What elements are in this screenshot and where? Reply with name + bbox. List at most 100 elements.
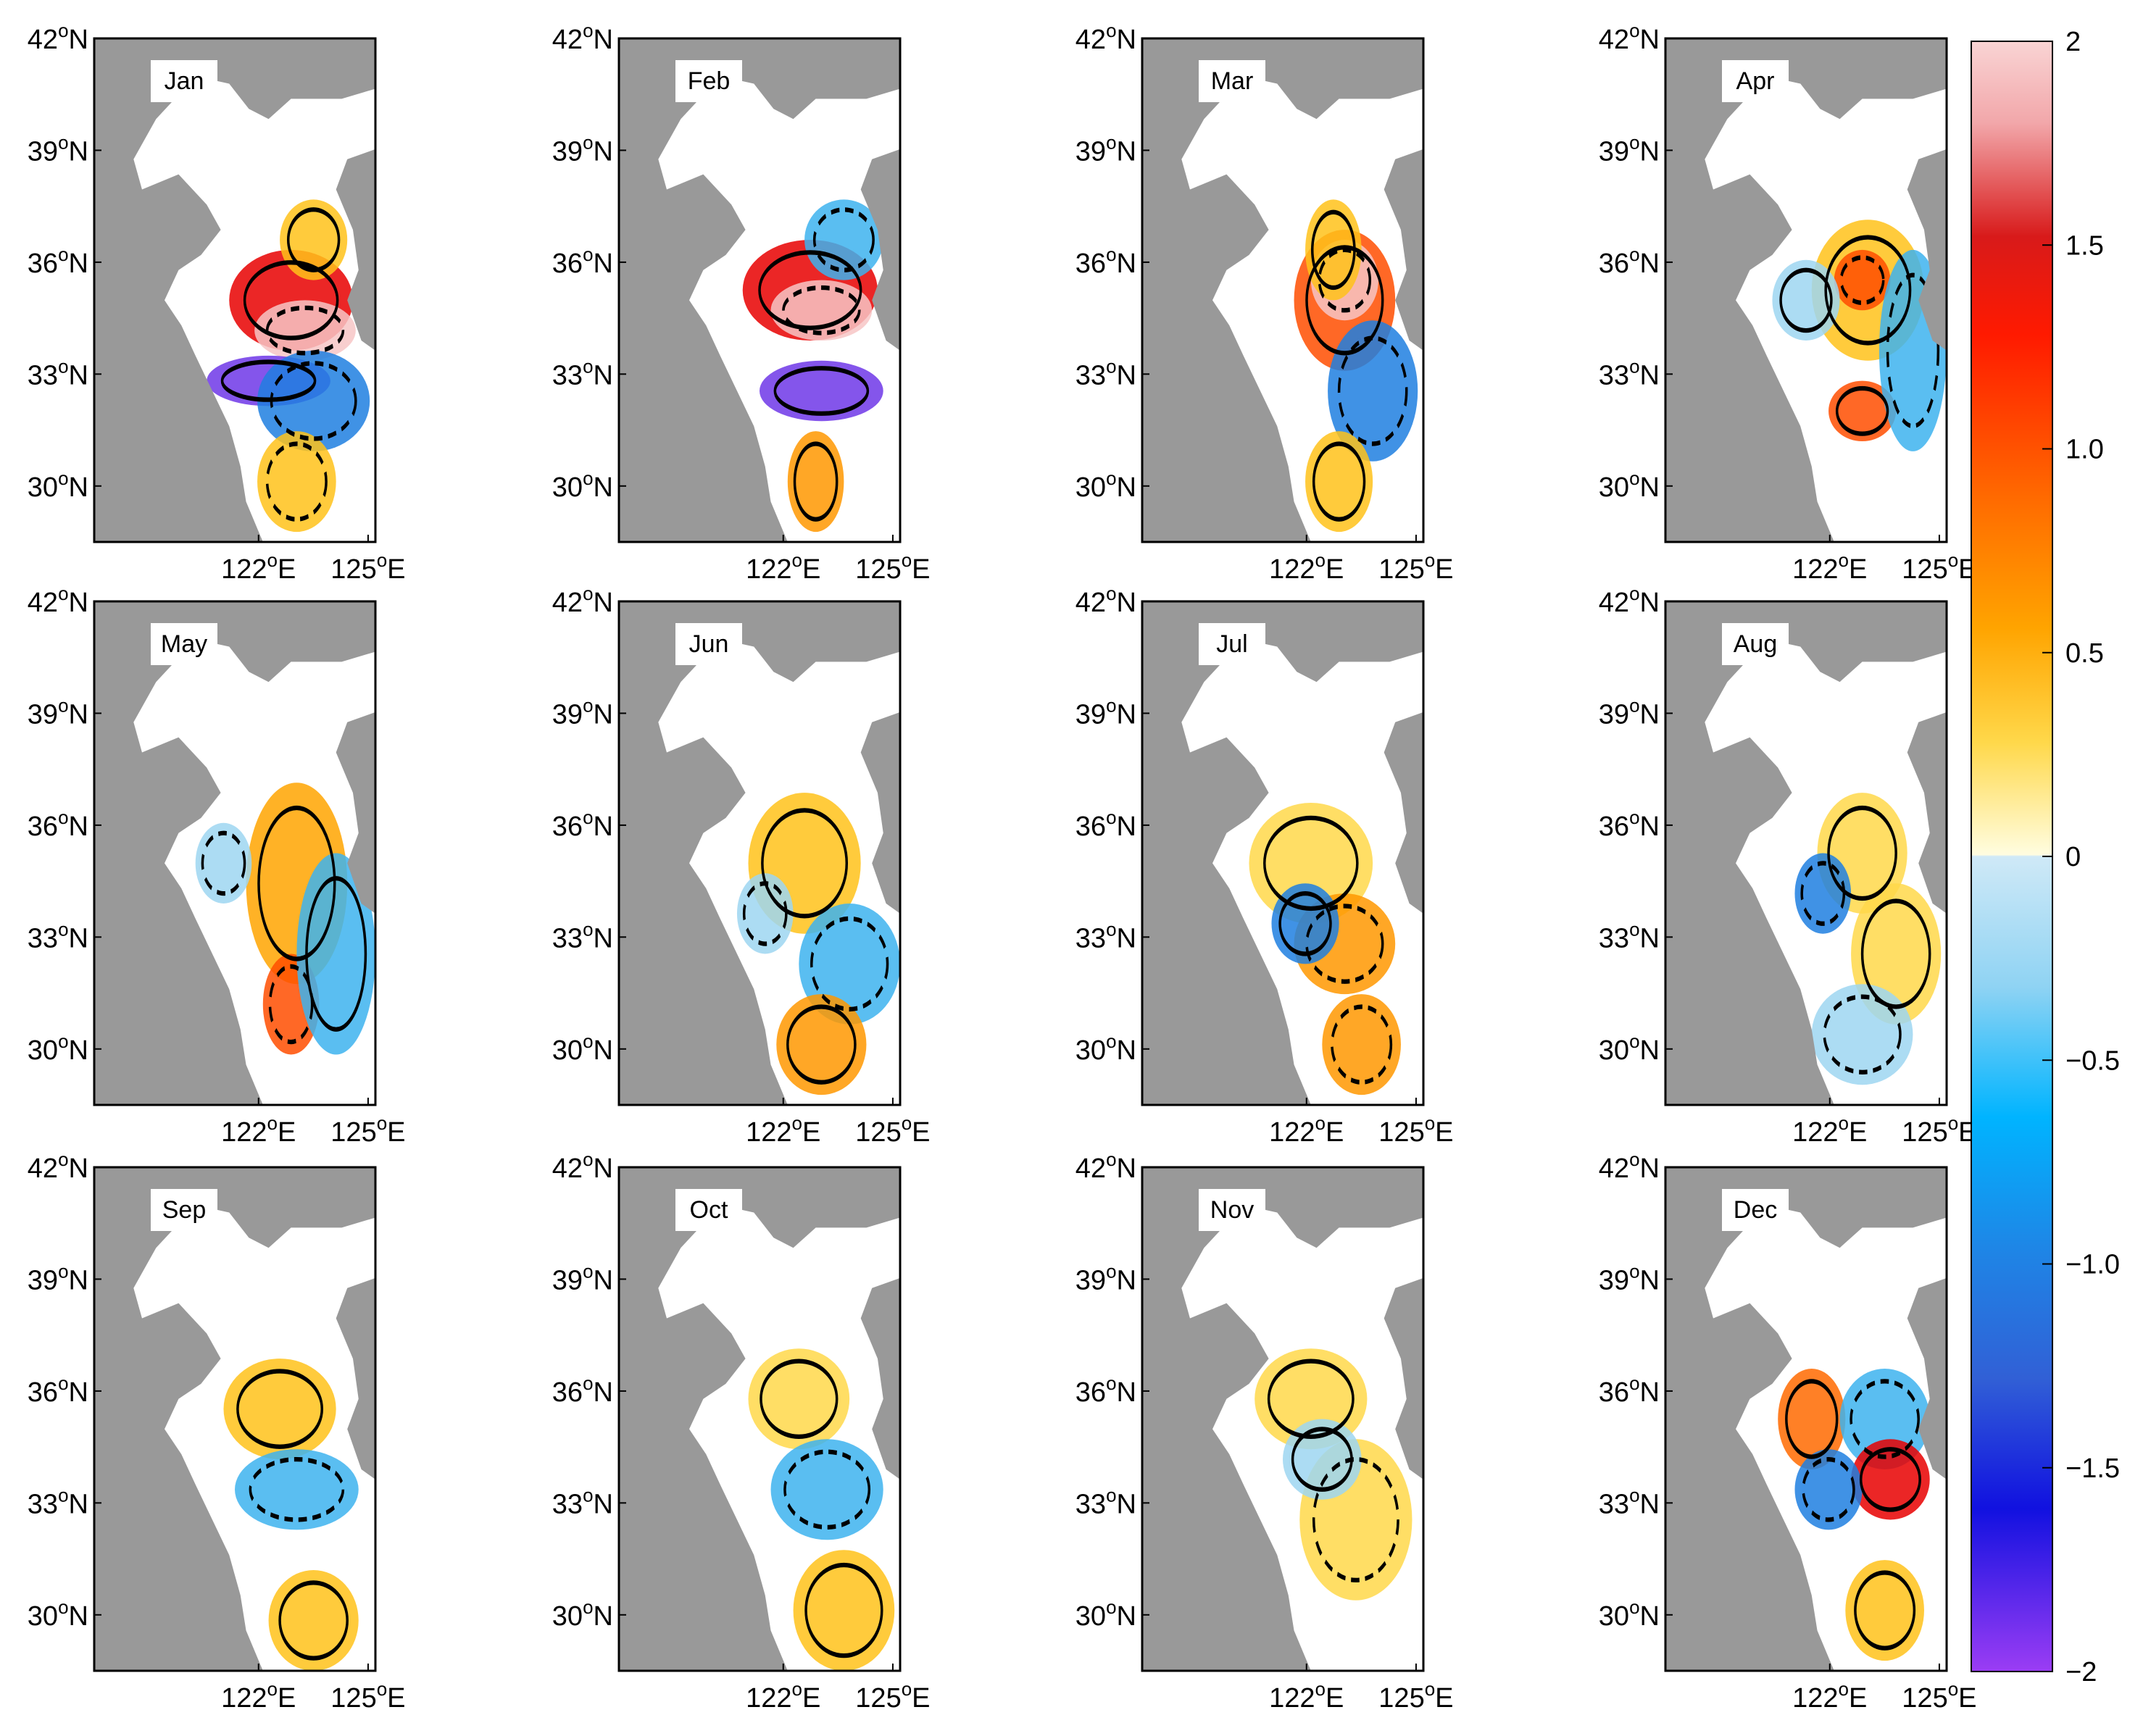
contour-line bbox=[270, 361, 357, 441]
contour-line bbox=[265, 441, 328, 522]
land-peninsula bbox=[1907, 711, 1947, 914]
lat-tick-label: 42oN bbox=[1076, 20, 1136, 55]
lat-tick-label: 33oN bbox=[552, 1484, 613, 1519]
land-peninsula bbox=[1384, 149, 1423, 351]
lat-tick-label: 42oN bbox=[28, 1148, 88, 1184]
map-panel-feb: Feb 42oN 39oN 36oN 33oN 30oN 122oE 125oE bbox=[552, 20, 931, 585]
contour-line bbox=[257, 805, 336, 961]
lat-tick-label: 39oN bbox=[1599, 1260, 1660, 1295]
anomaly-field bbox=[1249, 803, 1401, 1096]
colorbar-tick-label: −1.0 bbox=[2065, 1250, 2120, 1280]
panel-frame bbox=[617, 1166, 902, 1672]
month-label-box bbox=[1199, 60, 1265, 102]
lat-tick-label: 33oN bbox=[552, 355, 613, 391]
land-mainland bbox=[1665, 1167, 1947, 1671]
contour-line bbox=[1779, 267, 1833, 333]
lon-tick-label: 122oE bbox=[1792, 549, 1867, 585]
contour-line bbox=[761, 808, 849, 919]
month-label-box bbox=[1199, 623, 1265, 665]
panel-frame bbox=[1141, 1166, 1425, 1672]
lat-tick-label: 30oN bbox=[1599, 1030, 1660, 1066]
lat-tick-label: 30oN bbox=[1599, 1596, 1660, 1632]
month-label: Feb bbox=[688, 67, 731, 95]
map-panel-dec: Dec 42oN 39oN 36oN 33oN 30oN 122oE 125oE bbox=[1599, 1148, 1977, 1714]
lat-tick-label: 42oN bbox=[1076, 583, 1136, 618]
contour-line bbox=[760, 1359, 839, 1439]
map-panel-apr: Apr 42oN 39oN 36oN 33oN 30oN 122oE 125oE bbox=[1599, 20, 1977, 585]
contour-line bbox=[305, 876, 367, 1032]
land-mainland bbox=[1665, 601, 1947, 1105]
lat-tick-label: 30oN bbox=[552, 1030, 613, 1066]
lat-tick-label: 36oN bbox=[1076, 1372, 1136, 1408]
land-peninsula bbox=[336, 1277, 375, 1480]
contour-line bbox=[1267, 1359, 1355, 1439]
lat-tick-label: 33oN bbox=[1076, 918, 1136, 953]
anomaly-patch bbox=[1322, 994, 1401, 1096]
anomaly-patch bbox=[257, 350, 370, 451]
colorbar: 2 1.5 1.0 0.5 0 −1.0 −1.5 −2 −0.5 bbox=[1971, 27, 2120, 1687]
map-panels: Jan 42oN 39oN 36oN 33oN 30oN 122oE 125oE Feb 42oN… bbox=[28, 20, 1977, 1714]
lat-tick-label: 33oN bbox=[1599, 918, 1660, 953]
contour-line bbox=[1854, 1570, 1916, 1651]
lat-tick-label: 30oN bbox=[552, 1596, 613, 1632]
contour-line bbox=[278, 1580, 349, 1661]
contour-line bbox=[286, 207, 341, 272]
lat-tick-label: 36oN bbox=[28, 806, 88, 842]
month-label-box bbox=[1199, 1189, 1265, 1231]
map-panel-aug: Aug 42oN 39oN 36oN 33oN 30oN 122oE 125oE bbox=[1599, 583, 1977, 1148]
panel-frame bbox=[1141, 600, 1425, 1106]
month-label-box bbox=[675, 1189, 742, 1231]
lat-tick-label: 39oN bbox=[28, 694, 88, 730]
month-label-box bbox=[675, 60, 742, 102]
lat-tick-label: 42oN bbox=[552, 583, 613, 618]
month-label-box bbox=[1722, 623, 1789, 665]
month-label-box bbox=[151, 1189, 217, 1231]
anomaly-patch bbox=[257, 431, 336, 533]
contour-line bbox=[1800, 861, 1846, 926]
lon-tick-label: 122oE bbox=[221, 1112, 296, 1148]
lon-tick-label: 125oE bbox=[330, 1112, 405, 1148]
lat-tick-label: 36oN bbox=[1599, 1372, 1660, 1408]
contour-line bbox=[1785, 1379, 1839, 1459]
colorbar-tick-label: 2 bbox=[2065, 27, 2081, 57]
anomaly-field bbox=[1294, 199, 1418, 533]
month-label-box bbox=[151, 60, 217, 102]
lon-tick-label: 122oE bbox=[746, 1678, 820, 1714]
lat-tick-label: 36oN bbox=[1599, 243, 1660, 279]
contour-line bbox=[1827, 805, 1897, 901]
lat-tick-label: 30oN bbox=[1599, 467, 1660, 503]
land-mainland bbox=[1142, 38, 1423, 542]
lat-tick-label: 36oN bbox=[552, 806, 613, 842]
panel-frame bbox=[1141, 37, 1425, 543]
contour-line bbox=[773, 366, 870, 416]
anomaly-patch bbox=[1811, 984, 1913, 1085]
lon-tick-label: 122oE bbox=[746, 1112, 820, 1148]
lon-tick-label: 125oE bbox=[330, 1678, 405, 1714]
panel-frame bbox=[1664, 37, 1948, 543]
lat-tick-label: 36oN bbox=[552, 1372, 613, 1408]
map-panel-jun: Jun 42oN 39oN 36oN 33oN 30oN 122oE 125oE bbox=[552, 583, 931, 1148]
anomaly-patch bbox=[770, 1439, 883, 1540]
lat-tick-label: 36oN bbox=[28, 243, 88, 279]
contour-line bbox=[1312, 1456, 1399, 1583]
lat-tick-label: 30oN bbox=[28, 1030, 88, 1066]
contour-line bbox=[1331, 1004, 1393, 1085]
contour-line bbox=[810, 916, 889, 1012]
anomaly-patch bbox=[223, 1359, 336, 1460]
contour-line bbox=[243, 260, 339, 341]
land-mainland bbox=[619, 601, 900, 1105]
anomaly-field bbox=[748, 1348, 895, 1671]
lat-tick-label: 42oN bbox=[1599, 1148, 1660, 1184]
anomaly-field bbox=[1778, 1369, 1930, 1661]
colorbar-tick-label: −2 bbox=[2065, 1657, 2097, 1687]
lon-tick-label: 122oE bbox=[1269, 1678, 1344, 1714]
lon-tick-label: 125oE bbox=[330, 549, 405, 585]
month-label-box bbox=[1722, 1189, 1789, 1231]
lon-tick-label: 122oE bbox=[221, 1678, 296, 1714]
contour-line bbox=[1318, 247, 1372, 313]
anomaly-patch bbox=[268, 1570, 359, 1671]
month-label-box bbox=[151, 623, 217, 665]
colorbar-scale bbox=[1971, 41, 2053, 1672]
contour-line bbox=[793, 441, 839, 522]
